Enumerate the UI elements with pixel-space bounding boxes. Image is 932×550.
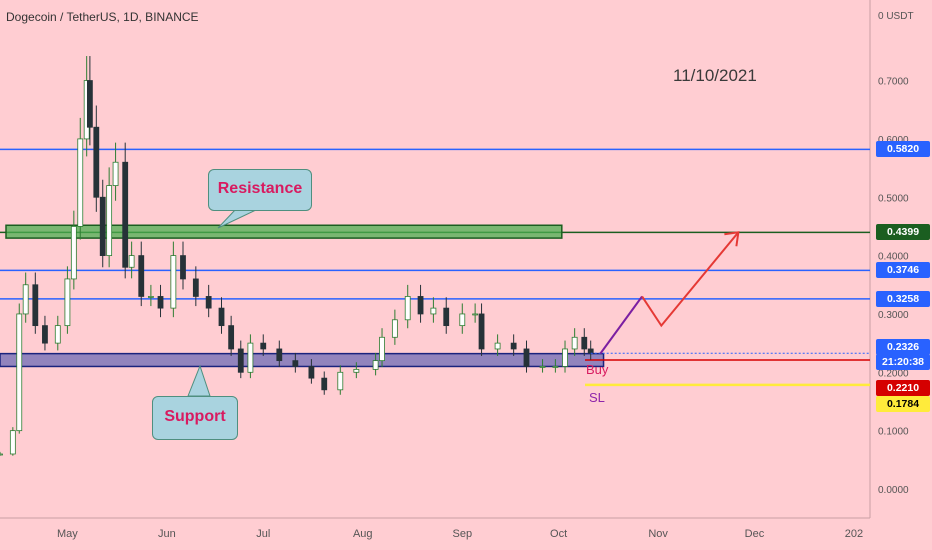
- y-tick-label: 0 USDT: [878, 11, 914, 22]
- price-tag-entry: 0.2210: [876, 380, 930, 397]
- buy-label: Buy: [586, 362, 609, 377]
- y-tick-label: 0.2000: [878, 368, 909, 379]
- x-tick-label: May: [57, 528, 78, 540]
- candle-body: [523, 348, 530, 367]
- resistance-callout: Resistance: [208, 169, 312, 211]
- candle-body: [459, 313, 466, 327]
- candle-body: [192, 278, 199, 297]
- candle-body: [228, 325, 235, 350]
- candle-body: [353, 368, 360, 373]
- x-tick-label: Oct: [550, 528, 567, 540]
- candle-body: [337, 371, 344, 391]
- candle-body: [54, 325, 61, 344]
- candle-body: [292, 360, 299, 367]
- candle-body: [32, 284, 39, 327]
- candle-body: [70, 226, 77, 280]
- candle-body: [308, 366, 315, 379]
- y-tick-label: 0.3000: [878, 310, 909, 321]
- candle-body: [571, 336, 578, 350]
- annotation-date: 11/10/2021: [673, 66, 757, 85]
- y-tick-label: 0.4000: [878, 252, 909, 263]
- y-tick-label: 0.7000: [878, 77, 909, 88]
- x-tick-label: Dec: [745, 528, 765, 540]
- candle-body: [404, 296, 411, 321]
- x-tick-label: Nov: [648, 528, 668, 540]
- candle-body: [372, 360, 379, 370]
- candle-body: [587, 348, 594, 354]
- support-label: Support: [164, 408, 226, 425]
- candle-body: [122, 161, 129, 268]
- candle-body: [552, 366, 559, 368]
- candle-body: [106, 185, 113, 256]
- candle-body: [42, 325, 48, 344]
- candle-body: [205, 296, 212, 309]
- projection-arrowhead: [724, 231, 740, 247]
- candle-body: [260, 342, 267, 350]
- price-tag-target: 0.4399: [876, 224, 930, 241]
- candle-body: [22, 284, 29, 315]
- candle-body: [99, 196, 106, 256]
- support-callout: Support: [152, 396, 238, 440]
- candle-body: [170, 255, 177, 309]
- resistance-label: Resistance: [217, 180, 303, 197]
- y-tick-label: 0.0000: [878, 485, 909, 496]
- candle-body: [510, 342, 517, 350]
- candle-body: [391, 319, 398, 338]
- x-tick-label: 202: [845, 528, 863, 540]
- candle-body: [77, 138, 84, 227]
- candle-body: [157, 296, 164, 309]
- candle-body: [86, 80, 93, 128]
- x-tick-label: Aug: [353, 528, 373, 540]
- symbol-header: Dogecoin / TetherUS, 1D, BINANCE: [6, 10, 199, 24]
- candle-body: [430, 307, 437, 315]
- candle-body: [247, 342, 254, 373]
- candle-body: [417, 296, 424, 315]
- candle-body: [443, 307, 450, 327]
- candle-body: [147, 296, 154, 298]
- y-tick-label: 0.5000: [878, 193, 909, 204]
- candle-body: [276, 348, 283, 362]
- candle-body: [562, 348, 568, 367]
- support-callout-pointer: [187, 364, 211, 397]
- candle-body: [237, 348, 244, 373]
- price-tag-last: 0.2326: [876, 339, 930, 356]
- candle-body: [218, 307, 225, 327]
- candle-body: [138, 255, 145, 297]
- candle-body: [112, 161, 119, 186]
- support-zone: [0, 352, 605, 368]
- sl-label: SL: [589, 390, 605, 405]
- price-tag-resistance_3: 0.3258: [876, 290, 930, 307]
- x-tick-label: Sep: [452, 528, 472, 540]
- price-tag-stop_loss: 0.1784: [876, 395, 930, 412]
- candle-body: [93, 126, 100, 198]
- candle-body: [180, 255, 186, 280]
- price-tag-countdown: 21:20:38: [876, 354, 930, 371]
- candle-body: [539, 366, 546, 368]
- candle-body: [64, 278, 71, 327]
- y-tick-label: 0.1000: [878, 427, 909, 438]
- candle-body: [321, 377, 328, 391]
- projection-path-purple: [599, 295, 643, 355]
- resistance-zone: [5, 224, 563, 239]
- candle-body: [9, 430, 16, 455]
- price-tag-resistance_2: 0.3746: [876, 262, 930, 279]
- x-tick-label: Jun: [158, 528, 176, 540]
- candle-body: [379, 336, 385, 362]
- candle-body: [0, 453, 3, 456]
- candle-body: [16, 313, 23, 432]
- price-tag-resistance_1: 0.5820: [876, 141, 930, 158]
- x-tick-label: Jul: [256, 528, 270, 540]
- y-tick-label: 0.6000: [878, 135, 909, 146]
- candle-body: [494, 342, 501, 350]
- candle-body: [472, 313, 479, 316]
- projection-path-red: [641, 231, 740, 328]
- candle-body: [581, 336, 588, 350]
- candle-body: [128, 255, 135, 268]
- candle-body: [478, 313, 485, 350]
